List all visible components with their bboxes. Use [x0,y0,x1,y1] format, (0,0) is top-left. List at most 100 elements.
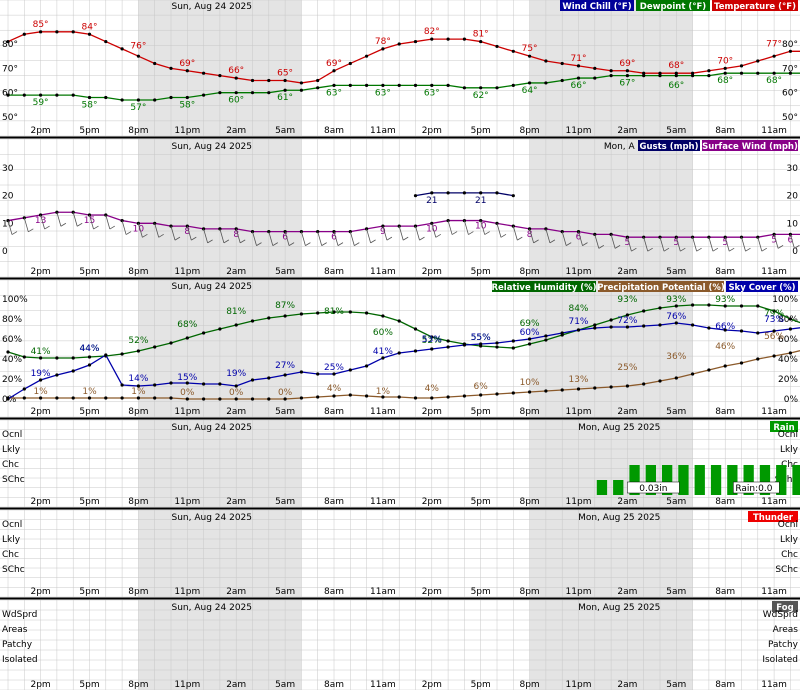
surface-wind-label: 5 [625,238,631,248]
legend-fog-label: Fog [776,603,793,613]
humidity-point [723,304,727,308]
temperature-point [576,64,581,68]
x-tick-label: 11pm [174,267,200,277]
y-tick-label: Isolated [2,655,38,665]
x-tick-label: 11am [761,497,787,507]
rain-bar [710,465,722,495]
y-tick-label: 0 [792,247,798,257]
y-tick-label: WdSprd [2,610,37,620]
x-tick-label: 2am [226,407,246,417]
x-tick-label: 8pm [128,587,148,597]
x-tick-label: 11pm [566,407,592,417]
gusts-point [446,191,450,195]
dewpoint-label: 59° [33,98,49,108]
precip-potential-point [39,396,43,400]
humidity-point [365,311,369,315]
humidity-point [299,312,303,316]
sky-cover-point [250,378,255,382]
dewpoint-point [413,83,418,87]
y-tick-label: Ocnl [778,520,798,530]
x-tick-label: 2am [617,497,637,507]
x-tick-label: 2pm [30,407,50,417]
sky-cover-point [642,324,646,328]
precip-potential-point [234,397,238,401]
legend-sky-cover-label: Sky Cover (%) [728,283,795,293]
y-tick-label: 0% [784,395,799,405]
x-tick-label: 2pm [422,126,442,136]
sky-cover-line [7,322,800,400]
sky-cover-point [348,368,352,372]
x-tick-label: 8am [324,267,344,277]
temperature-point [625,69,630,73]
sky-cover-point [707,326,711,330]
temperature-label: 82° [424,27,440,37]
wind-barb [11,231,18,235]
y-tick-label: 60% [778,335,798,345]
wind-barb [631,247,637,252]
surface-wind-label: 5 [771,235,777,245]
x-tick-label: 2pm [422,407,442,417]
sky-cover-point [462,343,466,347]
dewpoint-label: 66° [668,81,684,91]
y-tick-label: 70° [782,64,798,74]
temperature-label: 65° [277,69,293,79]
precip-potential-label: 0% [229,388,244,398]
wind-barb [239,239,246,244]
precip-potential-label: 1% [33,387,48,397]
humidity-point [788,317,793,321]
dewpoint-point [299,88,303,92]
humidity-point [528,342,532,346]
surface-wind-point [707,235,711,239]
wind-barb [191,236,197,241]
wind-barb [366,228,371,243]
x-tick-label: 8pm [128,680,148,690]
dewpoint-point [609,74,613,78]
humidity-point [593,323,597,327]
sky-cover-point [104,353,108,357]
dewpoint-point [446,83,450,87]
temperature-point [511,49,515,53]
wind-barb [777,245,784,249]
humidity-point [756,304,760,308]
precip-potential-point [299,396,303,400]
wind-barb [7,220,13,235]
temperature-point [283,78,287,83]
wind-barb [561,231,567,246]
dewpoint-label: 68° [766,76,782,86]
wind-barb [56,212,62,227]
sky-cover-label: 60% [520,328,540,338]
temperature-point [756,59,760,63]
y-tick-label: 20 [787,192,799,202]
x-tick-label: 5pm [79,587,99,597]
sky-cover-point [739,329,744,333]
x-tick-label: 11am [761,126,787,136]
surface-wind-point [430,221,434,225]
x-tick-label: 2pm [422,267,442,277]
y-tick-label: 60° [2,89,18,99]
surface-wind-point [120,218,124,223]
precip-potential-point [691,372,695,376]
legend-temperature-label: Temperature (°F) [714,2,796,12]
wind-barb [517,236,523,241]
humidity-point [185,336,189,340]
y-tick-label: 80% [2,315,22,325]
x-tick-label: 5am [666,587,686,597]
dewpoint-point [642,74,646,78]
dewpoint-point [316,86,320,90]
dewpoint-point [87,95,92,100]
y-tick-label: 20% [778,375,798,385]
y-tick-label: 50° [2,113,18,123]
wind-barb [268,231,274,246]
humidity-point [218,327,222,331]
precip-potential-label: 36% [666,352,686,362]
wind-barb [790,234,795,249]
wind-barb [692,237,697,252]
dewpoint-point [625,74,630,78]
surface-wind-point [691,235,695,239]
wind-barb [154,223,160,238]
x-tick-label: 2pm [422,497,442,507]
legend-dewpoint [636,0,710,11]
wind-barb [23,217,29,232]
x-tick-label: 2pm [30,587,50,597]
temperature-label: 84° [82,22,98,32]
